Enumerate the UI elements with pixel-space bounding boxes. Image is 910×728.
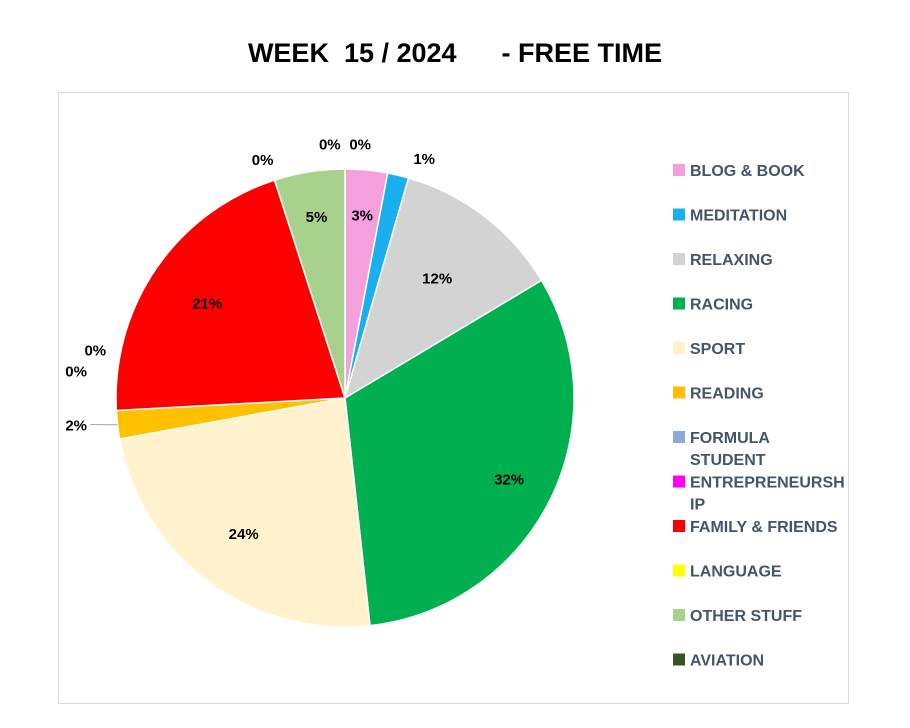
- legend-label: RELAXING: [690, 252, 773, 269]
- slice-other-stuff: [273, 168, 346, 399]
- legend-item-language: LANGUAGE: [673, 564, 782, 581]
- slice-family-and-friends: [115, 179, 347, 412]
- legend-swatch: [673, 564, 685, 577]
- legend-swatch: [673, 253, 685, 265]
- data-labels: 3% 1% 12% 32% 24% 2% 0% 0% 21% 0% 5% 0% 0%: [65, 136, 524, 543]
- legend-label: SPORT: [690, 341, 745, 358]
- data-label-blog-and-book: 3%: [351, 208, 373, 225]
- legend-item-aviation: AVIATION: [673, 653, 764, 670]
- slice-relaxing: [343, 177, 543, 400]
- data-label-reading: 2%: [65, 418, 87, 435]
- legend-label: ENTREPRENEURSH: [690, 475, 845, 492]
- legend-item-formula-student: FORMULA STUDENT: [673, 430, 770, 469]
- legend-item-other-stuff: OTHER STUFF: [673, 608, 802, 625]
- legend-swatch: [673, 609, 685, 621]
- legend-label: AVIATION: [690, 653, 764, 670]
- data-label-aviation: 0%: [349, 136, 371, 153]
- legend-item-racing: RACING: [673, 297, 753, 314]
- slice-racing: [344, 279, 575, 627]
- legend-swatch: [673, 653, 685, 666]
- legend-item-entrepreneurship: ENTREPRENEURSH IP: [673, 475, 845, 514]
- legend-swatch: [673, 164, 685, 176]
- legend-label: LANGUAGE: [690, 564, 782, 581]
- legend-swatch: [673, 386, 685, 399]
- data-label-language: 0%: [252, 152, 274, 169]
- legend-item-sport: SPORT: [673, 341, 745, 358]
- data-label-racing: 32%: [494, 472, 524, 489]
- legend-swatch: [673, 431, 685, 443]
- legend-label: IP: [690, 497, 705, 514]
- legend-item-family-and-friends: FAMILY & FRIENDS: [673, 519, 838, 536]
- data-label-other-stuff: 5%: [306, 209, 328, 226]
- slice-sport: [118, 397, 371, 628]
- legend-label: FORMULA: [690, 430, 770, 447]
- legend-item-blog-and-book: BLOG & BOOK: [673, 163, 805, 180]
- plot-area: [58, 92, 849, 704]
- legend-label: OTHER STUFF: [690, 608, 802, 625]
- chart-title: WEEK 15 / 2024 - FREE TIME: [247, 38, 663, 68]
- legend-item-reading: READING: [673, 386, 764, 403]
- legend-swatch: [673, 475, 685, 488]
- legend-label: BLOG & BOOK: [690, 163, 805, 180]
- data-label-meditation: 1%: [413, 151, 435, 168]
- legend-label: MEDITATION: [690, 208, 787, 225]
- data-label-entrepreneurship: 0%: [84, 343, 106, 360]
- legend: BLOG & BOOK MEDITATION RELAXING RACING SPORT…: [673, 163, 845, 670]
- legend-swatch: [673, 297, 685, 310]
- pie-slices: [115, 168, 575, 628]
- legend-item-meditation: MEDITATION: [673, 208, 787, 225]
- data-label-formula-student: 0%: [65, 364, 87, 381]
- legend-swatch: [673, 342, 685, 354]
- legend-swatch: [673, 520, 685, 532]
- legend-label: RACING: [690, 297, 753, 314]
- data-label-family-and-friends: 21%: [192, 295, 222, 312]
- legend-label: STUDENT: [690, 452, 766, 469]
- legend-item-relaxing: RELAXING: [673, 252, 773, 269]
- data-label-zero-top: 0%: [319, 136, 341, 153]
- data-label-sport: 24%: [229, 526, 259, 543]
- data-label-relaxing: 12%: [422, 270, 452, 287]
- legend-swatch: [673, 208, 685, 221]
- legend-label: FAMILY & FRIENDS: [690, 519, 838, 536]
- legend-label: READING: [690, 386, 764, 403]
